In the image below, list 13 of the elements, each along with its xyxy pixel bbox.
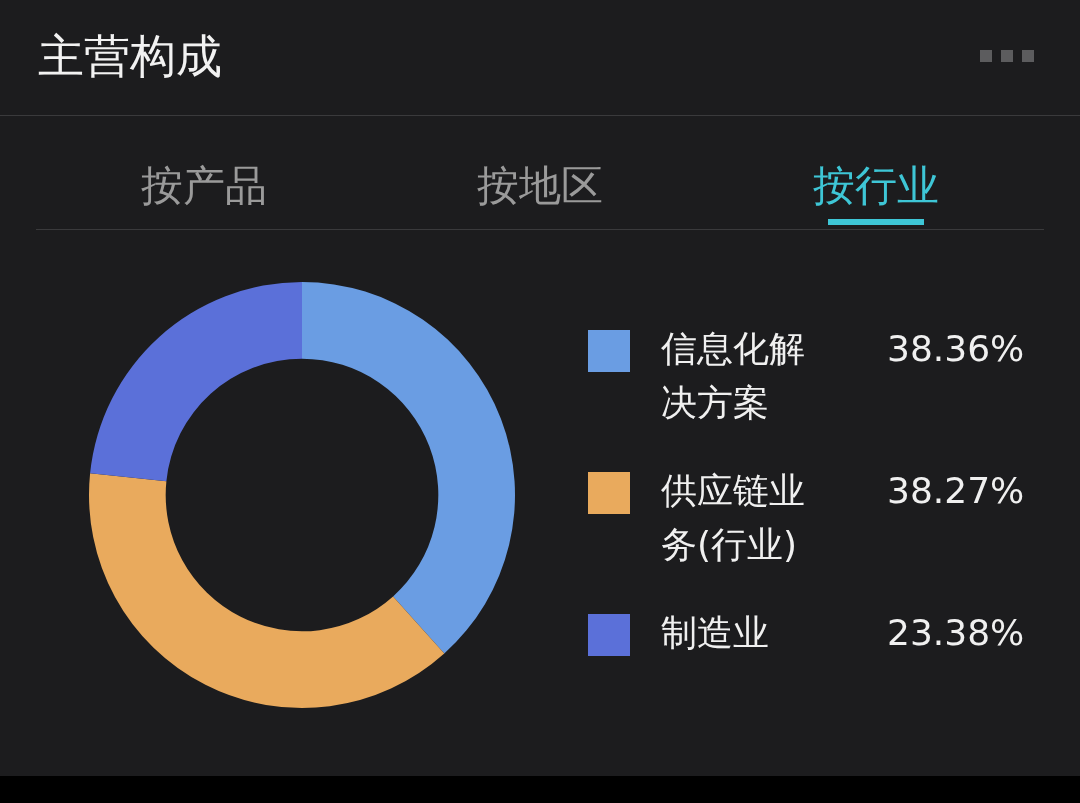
donut-slice	[89, 473, 445, 708]
chart-title: 主营构成	[38, 28, 222, 85]
donut-slice	[302, 282, 515, 654]
text: 按产品	[140, 160, 268, 212]
legend-label: 供应链业务(行业)	[661, 469, 806, 567]
legend-label: 制造业	[661, 611, 770, 655]
data-label: 23.38%	[887, 611, 1026, 655]
legend-label: 信息化解决方案	[661, 327, 806, 425]
text: 按地区	[476, 160, 604, 212]
text: 按行业	[812, 160, 940, 212]
data-label: 38.27%	[887, 469, 1026, 513]
data-label: 38.36%	[887, 327, 1026, 371]
donut-slice	[90, 282, 302, 482]
